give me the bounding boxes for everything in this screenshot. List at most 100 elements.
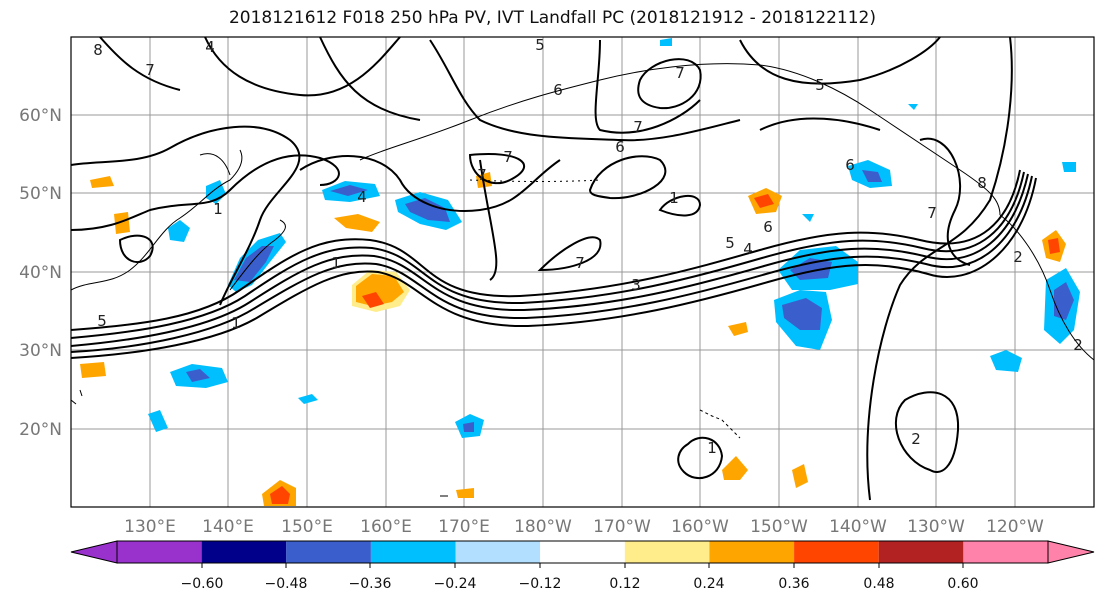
colorbar [70,540,1095,564]
pos-anom-11 [728,322,748,336]
colorbar-tick-label: 0.24 [693,576,724,592]
neg-anom-9 [848,160,892,188]
contour-label: 8 [977,174,987,192]
contour-label: 7 [927,204,937,222]
lat-label: 20°N [19,420,62,440]
neg-anom-10 [1044,268,1080,344]
map-frame [70,36,1095,508]
colorbar-tick-label: 0.48 [863,576,894,592]
colorbar-extend-low [70,540,118,564]
lon-label: 140°E [202,517,254,537]
neg-anom-japan [228,233,286,292]
pos-anom-8 [80,362,106,378]
pos-anom-3 [748,188,782,214]
contour-label: 3 [631,276,641,294]
contour-label: 2 [911,430,921,448]
lon-label: 180°W [514,517,572,537]
colorbar-tick-label: 0.60 [947,576,978,592]
contour-label: 4 [205,38,215,56]
lat-label: 40°N [19,263,62,283]
contour-label: 5 [815,76,825,94]
contour-label: 4 [743,240,753,258]
colorbar-swatch [878,541,964,563]
colorbar-swatch [540,541,625,563]
pos-anom-9 [722,456,748,480]
lon-label: 130°E [124,517,176,537]
neg-anom-13 [298,394,318,404]
lon-label: 160°E [360,517,412,537]
contour-label: 2 [1073,336,1083,354]
lat-label: 50°N [19,184,62,204]
colorbar-swatch [370,541,456,563]
contour-label: 2 [1013,248,1023,266]
contour-label: 6 [763,218,773,236]
pv-contours [70,36,1037,501]
neg-anom-12 [148,410,168,432]
colorbar-tick-label: −0.12 [519,576,562,592]
pos-anom-4 [1042,230,1066,262]
contour-label: 5 [725,234,735,252]
contour-label: 7 [675,64,685,82]
colorbar-tick-label: −0.24 [434,576,477,592]
pos-anom-1 [352,270,410,312]
colorbar-swatch [709,541,795,563]
contour-label: 7 [145,61,155,79]
lon-label: 140°W [829,517,887,537]
pos-anom-2 [334,214,380,232]
neg-anom-3 [168,220,190,242]
colorbar-extend-high [1047,540,1095,564]
colorbar-tick-label: −0.60 [181,576,224,592]
contour-label: 1 [231,314,241,332]
lat-label: 30°N [19,341,62,361]
coastlines [70,63,1095,497]
contour-label: 4 [357,188,367,206]
neg-anom-11 [990,350,1022,372]
lon-label: 150°E [281,517,333,537]
contour-label: 1 [707,439,717,457]
longitude-labels: 130°E 140°E 150°E 160°E 170°E 180°W 170°W 160°W… [124,517,1044,537]
lon-label: 170°E [438,517,490,537]
lon-label: 170°W [593,517,651,537]
lon-label: 120°W [986,517,1044,537]
colorbar-swatch [286,541,371,563]
contour-label: 7 [477,166,487,184]
neg-anom-8 [774,290,832,350]
contour-label: 6 [845,156,855,174]
neg-anom-5 [170,364,228,388]
colorbar-tick-labels: −0.60 −0.48 −0.36 −0.24 −0.12 0.12 0.24 0.36 0.4… [181,563,979,592]
lon-label: 160°W [671,517,729,537]
contour-label: 7 [633,118,643,136]
contour-label: 5 [535,36,545,54]
figure-title: 2018121612 F018 250 hPa PV, IVT Landfall… [228,8,876,28]
colorbar-tick-label: 0.12 [609,576,640,592]
contour-label: 1 [669,189,679,207]
contour-label: 7 [575,254,585,272]
lon-label: 150°W [750,517,808,537]
graticule [71,37,1094,507]
latitude-labels: 60°N 50°N 40°N 30°N 20°N [19,106,62,440]
lon-label: 130°W [907,517,965,537]
colorbar-tick-label: −0.48 [265,576,308,592]
contour-label: 6 [553,81,563,99]
neg-anom-2 [395,192,462,230]
neg-anom-6 [455,414,484,438]
colorbar-swatch [624,541,710,563]
colorbar-swatch [455,541,541,563]
contour-label: 7 [503,148,513,166]
contour-label: 5 [97,312,107,330]
contour-label: 1 [213,200,223,218]
colorbar-swatch [117,541,202,563]
colorbar-tick-label: −0.36 [349,576,392,592]
colorbar-swatch [794,541,879,563]
colorbar-swatch [963,541,1048,563]
pos-anom-7 [114,212,130,234]
colorbar-swatch [201,541,287,563]
colorbar-tick-label: 0.36 [778,576,809,592]
lat-label: 60°N [19,106,62,126]
contour-label: 8 [93,41,103,59]
neg-anom-15 [802,104,1076,222]
neg-anom-14 [660,38,672,46]
